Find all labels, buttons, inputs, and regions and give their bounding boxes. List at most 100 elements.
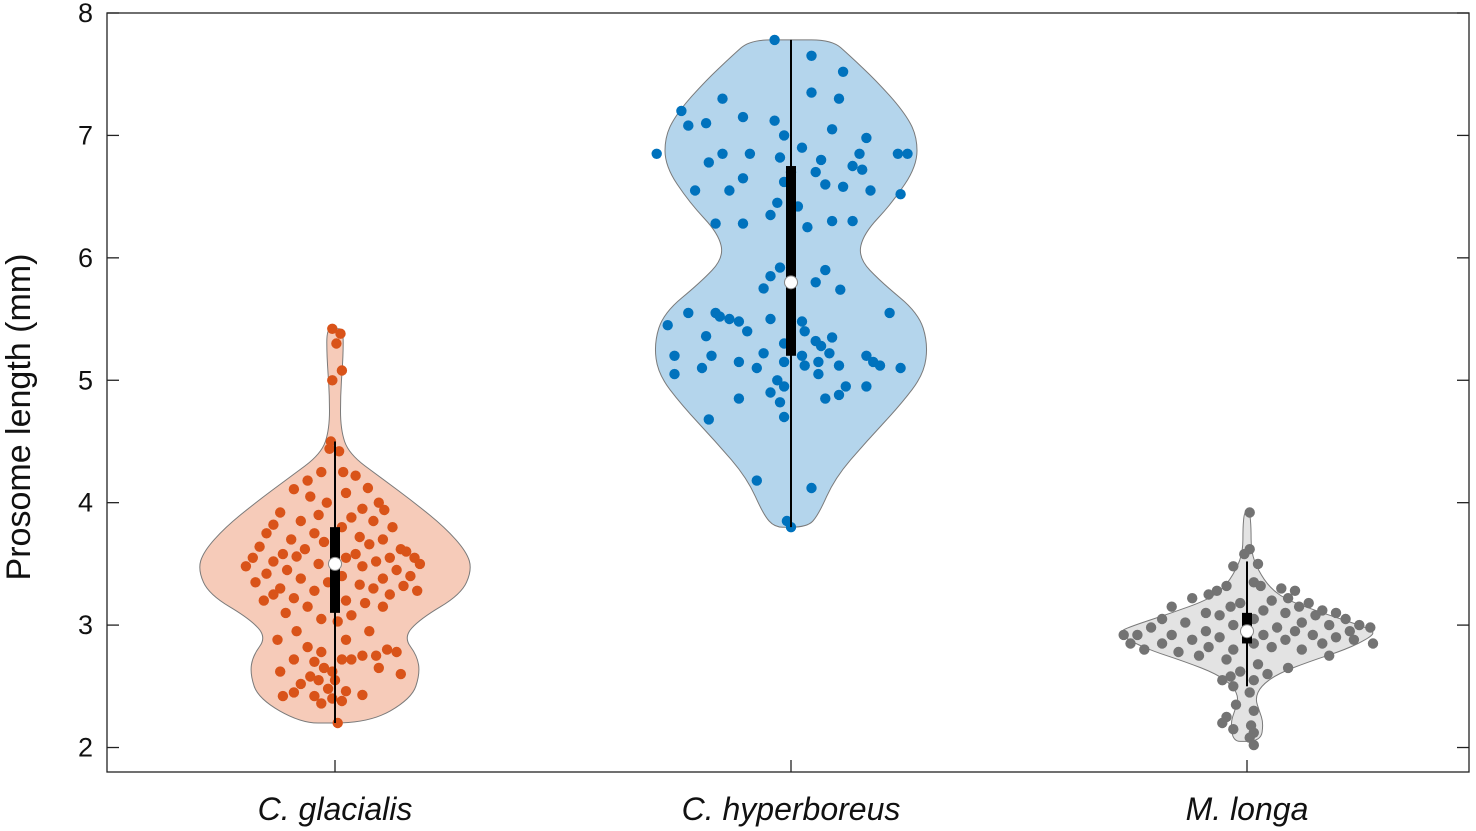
data-point-c-glacialis xyxy=(373,497,384,508)
data-point-c-glacialis xyxy=(240,561,252,572)
data-point-c-glacialis xyxy=(272,634,283,645)
data-point-c-hyperboreus xyxy=(772,197,783,208)
data-point-m-longa xyxy=(1166,601,1177,612)
data-point-c-hyperboreus xyxy=(765,209,776,221)
data-point-m-longa xyxy=(1365,622,1376,633)
data-point-c-glacialis xyxy=(321,497,332,508)
data-point-m-longa xyxy=(1266,595,1277,606)
data-point-c-glacialis xyxy=(346,610,357,621)
data-point-m-longa xyxy=(1324,619,1335,631)
median-marker-c-hyperboreus xyxy=(784,275,798,290)
data-point-c-glacialis xyxy=(318,662,330,674)
data-point-c-glacialis xyxy=(398,580,409,592)
y-tick-label: 4 xyxy=(78,488,93,518)
data-point-c-hyperboreus xyxy=(799,326,810,337)
x-axis: C. glacialis C. hyperboreus M. longa xyxy=(258,760,1308,827)
data-point-c-hyperboreus xyxy=(826,124,838,135)
data-point-m-longa xyxy=(1258,629,1269,641)
data-point-m-longa xyxy=(1230,699,1242,710)
data-point-c-hyperboreus xyxy=(833,93,845,104)
plot-frame xyxy=(106,12,1470,773)
data-point-c-glacialis xyxy=(288,687,300,698)
data-point-c-glacialis xyxy=(277,690,289,702)
data-point-c-glacialis xyxy=(336,654,348,665)
data-point-c-hyperboreus xyxy=(810,166,821,178)
data-point-c-hyperboreus xyxy=(778,381,790,392)
data-point-c-glacialis xyxy=(395,668,406,680)
data-point-c-glacialis xyxy=(340,487,352,499)
data-point-m-longa xyxy=(1235,597,1246,609)
data-point-c-glacialis xyxy=(322,683,334,694)
data-point-m-longa xyxy=(1317,638,1328,649)
data-point-c-glacialis xyxy=(354,531,365,543)
y-tick-label: 6 xyxy=(78,243,93,273)
data-point-m-longa xyxy=(1193,650,1205,661)
data-point-c-hyperboreus xyxy=(733,356,745,368)
data-point-c-glacialis xyxy=(370,556,382,567)
data-point-m-longa xyxy=(1258,605,1269,616)
data-point-m-longa xyxy=(1276,583,1287,594)
data-point-c-hyperboreus xyxy=(847,215,858,227)
y-tick-label: 8 xyxy=(78,0,93,28)
data-point-c-hyperboreus xyxy=(676,105,687,117)
data-point-c-glacialis xyxy=(305,491,316,502)
data-point-m-longa xyxy=(1228,619,1239,631)
data-point-c-hyperboreus xyxy=(744,148,756,159)
data-point-c-hyperboreus xyxy=(706,350,717,361)
data-point-c-glacialis xyxy=(391,564,402,576)
data-point-c-glacialis xyxy=(340,686,352,697)
data-point-m-longa xyxy=(1235,666,1246,677)
data-point-c-hyperboreus xyxy=(813,356,824,368)
data-point-m-longa xyxy=(1344,626,1356,637)
data-point-c-hyperboreus xyxy=(669,368,680,380)
data-point-m-longa xyxy=(1180,617,1191,628)
data-point-m-longa xyxy=(1307,629,1319,641)
data-point-c-hyperboreus xyxy=(778,411,790,423)
data-point-m-longa xyxy=(1303,597,1314,609)
data-point-c-hyperboreus xyxy=(861,132,872,144)
data-point-m-longa xyxy=(1225,601,1236,612)
data-point-c-hyperboreus xyxy=(751,475,762,486)
data-point-c-glacialis xyxy=(316,698,327,709)
data-point-c-glacialis xyxy=(261,568,272,579)
data-point-c-glacialis xyxy=(336,695,348,707)
data-point-c-hyperboreus xyxy=(737,111,749,123)
data-point-c-glacialis xyxy=(309,585,320,596)
data-point-c-glacialis xyxy=(346,654,357,665)
data-point-c-hyperboreus xyxy=(696,362,708,374)
data-point-c-glacialis xyxy=(268,589,279,600)
data-point-c-hyperboreus xyxy=(799,360,810,371)
data-point-c-glacialis xyxy=(280,607,291,619)
data-point-c-hyperboreus xyxy=(796,350,808,361)
data-point-m-longa xyxy=(1225,671,1236,682)
data-point-c-hyperboreus xyxy=(683,120,694,131)
data-point-m-longa xyxy=(1145,622,1157,633)
data-point-c-hyperboreus xyxy=(815,154,827,166)
data-point-m-longa xyxy=(1296,617,1308,628)
data-point-c-hyperboreus xyxy=(765,313,776,325)
data-point-m-longa xyxy=(1324,650,1335,661)
y-tick-label: 7 xyxy=(78,120,93,150)
data-point-c-hyperboreus xyxy=(772,375,783,386)
data-point-c-glacialis xyxy=(268,556,279,567)
x-tick-label: C. hyperboreus xyxy=(682,791,901,827)
data-point-c-glacialis xyxy=(331,338,342,349)
data-point-c-hyperboreus xyxy=(802,222,813,233)
data-point-c-glacialis xyxy=(340,595,352,606)
data-point-c-hyperboreus xyxy=(733,316,745,327)
data-point-c-glacialis xyxy=(384,552,395,563)
data-point-m-longa xyxy=(1217,717,1228,729)
data-point-c-hyperboreus xyxy=(840,381,851,392)
data-point-c-hyperboreus xyxy=(895,362,906,374)
box-layer xyxy=(328,39,1254,724)
data-point-c-glacialis xyxy=(373,662,384,674)
data-point-c-hyperboreus xyxy=(824,348,835,359)
data-point-c-glacialis xyxy=(295,573,306,584)
data-point-c-glacialis xyxy=(357,650,368,661)
data-point-c-glacialis xyxy=(275,507,286,518)
data-point-c-hyperboreus xyxy=(717,93,728,104)
data-point-c-glacialis xyxy=(316,613,327,625)
data-point-m-longa xyxy=(1296,644,1308,655)
data-point-m-longa xyxy=(1203,641,1214,653)
